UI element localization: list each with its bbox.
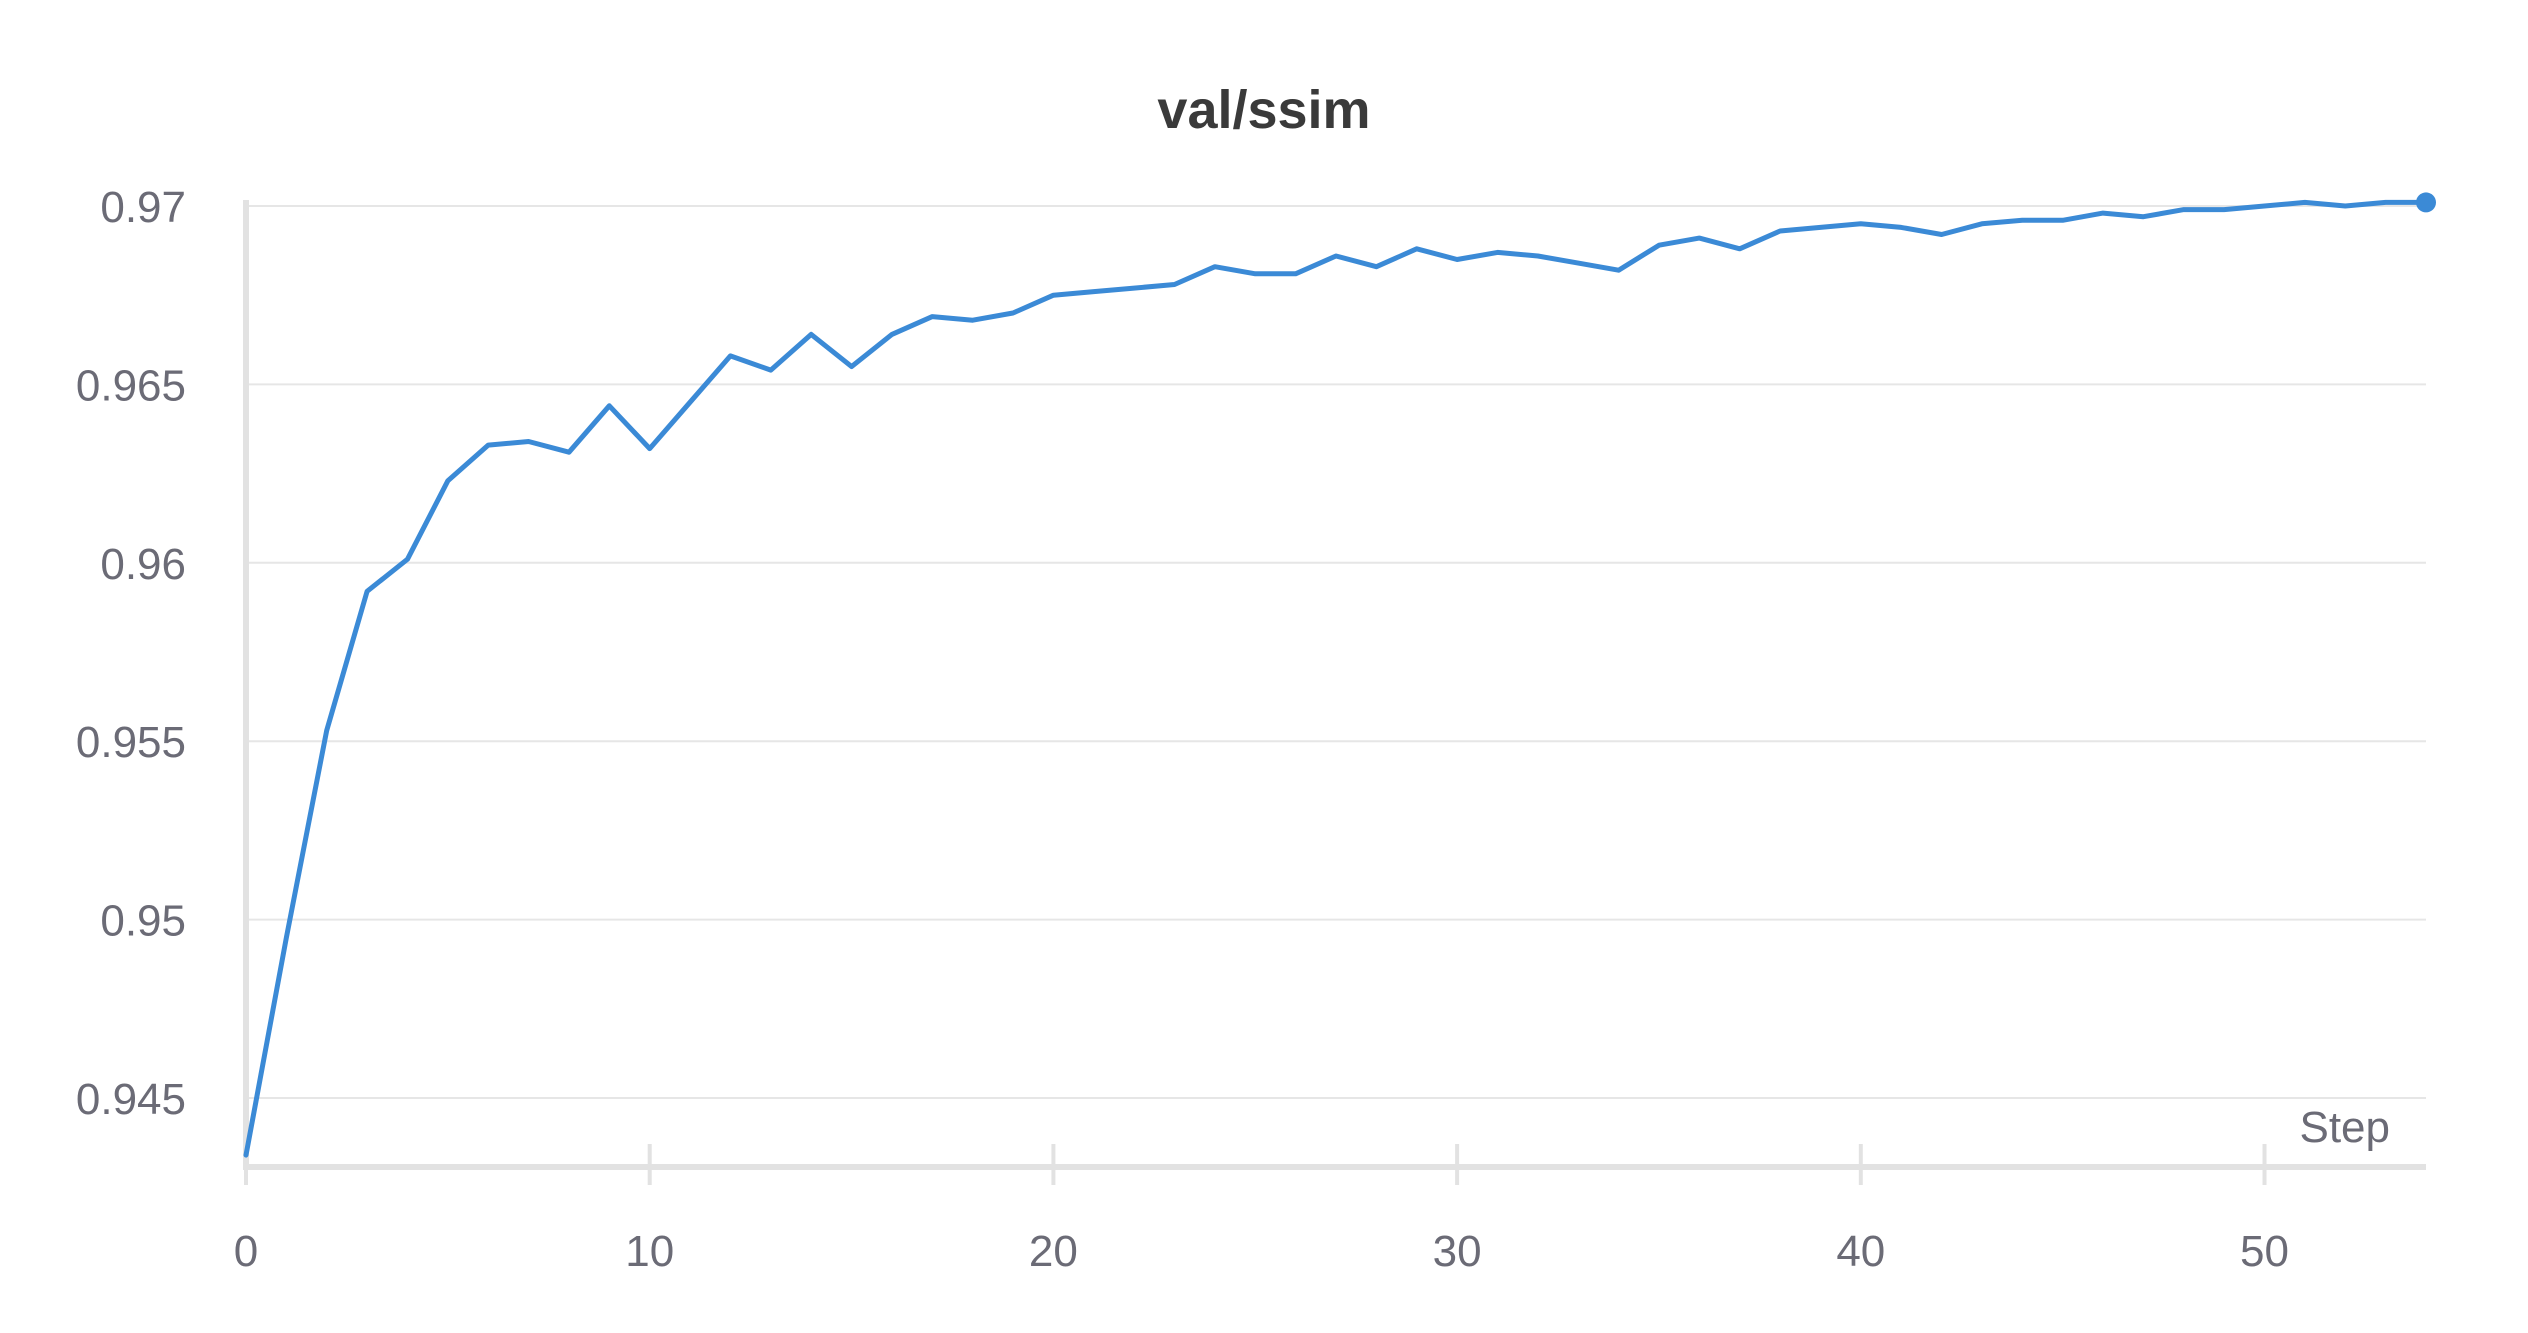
data-point [445,478,451,484]
data-point [1777,228,1783,234]
data-point [1817,224,1823,230]
y-tick-label: 0.945 [76,1075,186,1124]
data-point [1010,310,1016,316]
data-point [1172,281,1178,287]
data-point [1252,271,1258,277]
series-line [243,199,2429,1158]
data-point [2221,207,2227,213]
data-point [1858,221,1864,227]
data-point [849,364,855,370]
data-point [2181,207,2187,213]
data-point [2019,217,2025,223]
x-tick-label: 10 [625,1227,674,1276]
data-point [364,588,370,594]
y-tick-label: 0.955 [76,718,186,767]
data-point [1131,285,1137,291]
data-point [1656,242,1662,248]
grid-layer [246,205,2426,1099]
data-point [485,442,491,448]
data-point [2302,199,2308,205]
x-tick-label: 30 [1433,1227,1482,1276]
x-tick-label: 20 [1029,1227,1078,1276]
data-point [1979,221,1985,227]
data-point [1696,235,1702,241]
data-point [1293,271,1299,277]
data-point [2140,214,2146,220]
data-point [2383,199,2389,205]
x-axis-label: Step [2299,1103,2390,1152]
x-tick-label: 40 [1836,1227,1885,1276]
data-point [1494,249,1500,255]
last-data-point [2416,192,2436,213]
data-point [929,314,935,320]
x-tick-label: 50 [2240,1227,2289,1276]
data-point [566,449,572,455]
data-point [1898,224,1904,230]
y-tick-label: 0.97 [100,183,186,232]
chart-title: val/ssim [1157,80,1370,140]
data-point [1616,267,1622,273]
data-point [889,331,895,337]
data-point [404,556,410,562]
data-point [687,399,693,405]
y-tick-label: 0.96 [100,540,186,589]
data-point [324,727,330,733]
data-point [2100,210,2106,216]
data-point [1535,253,1541,259]
data-point [1414,246,1420,252]
label-layer: val/ssim Step 0.945 0.95 0.955 0.96 0.965 0.9… [76,80,2390,1276]
data-point [2342,203,2348,209]
data-point [1050,292,1056,298]
data-point [606,403,612,409]
data-point [1091,289,1097,295]
data-point [1737,246,1743,252]
data-point [526,438,532,444]
series-layer [243,192,2436,1158]
data-point [283,934,289,940]
data-point [2262,203,2268,209]
data-point [1939,232,1945,238]
data-point [768,367,774,373]
x-tick-label: 0 [234,1227,258,1276]
data-point [970,317,976,323]
data-point [243,1152,249,1158]
data-point [1373,264,1379,270]
axis-layer [243,200,2426,1185]
data-point [1454,257,1460,263]
data-point [2060,217,2066,223]
y-tick-label: 0.95 [100,897,186,946]
data-point [1575,260,1581,266]
y-tick-label: 0.965 [76,361,186,410]
data-point [647,446,653,452]
data-point [1333,253,1339,259]
data-point [727,353,733,359]
data-point [808,331,814,337]
data-point [1212,264,1218,270]
